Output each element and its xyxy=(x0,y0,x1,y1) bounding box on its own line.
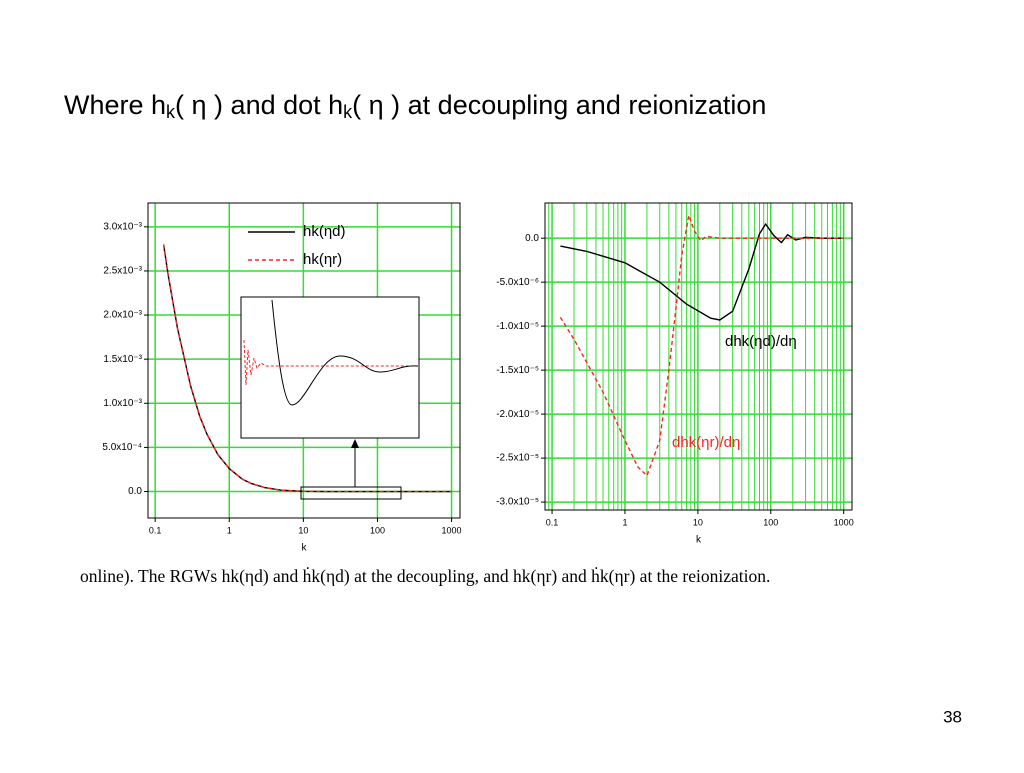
y-tick-label: 5.0x10⁻⁴ xyxy=(102,442,142,453)
x-tick-label: 1 xyxy=(622,517,627,527)
chart: 0.1 1 10 100 1000 0.0 -5.0x10⁻⁶ -1.0x10⁻⁵ -1.5x1… xyxy=(496,202,854,546)
y-tick-label: 2.0x10⁻³ xyxy=(103,310,142,321)
series-line xyxy=(559,212,844,477)
y-tick-label: 0.0 xyxy=(128,486,142,497)
series-line xyxy=(162,244,452,493)
x-tick-label: 100 xyxy=(370,525,385,535)
x-tick-label: 10 xyxy=(298,525,308,535)
x-axis-label: k xyxy=(696,535,702,546)
caption: online). The RGWs hk(ηd) and ḣk(ηd) at t… xyxy=(80,566,770,586)
inset xyxy=(240,296,420,500)
legend-label: hk(ηd) xyxy=(303,223,346,240)
y-tick-label: -1.0x10⁻⁵ xyxy=(496,321,539,332)
plot-frame xyxy=(544,202,853,511)
y-tick-label: 3.0x10⁻³ xyxy=(103,221,142,232)
title-part: k xyxy=(166,102,176,122)
y-tick-label: -5.0x10⁻⁶ xyxy=(496,277,539,288)
x-tick-label: 1 xyxy=(227,525,232,535)
x-tick-label: 100 xyxy=(763,517,778,527)
plot-frame xyxy=(147,202,461,519)
title-part: Where h xyxy=(64,90,166,120)
inset-frame xyxy=(240,296,420,439)
x-tick-label: 1000 xyxy=(834,517,854,527)
title-part: ( η ) and dot h xyxy=(175,90,343,120)
x-tick-label: 0.1 xyxy=(149,525,162,535)
series-label: dhk(ηd)/dη xyxy=(725,333,797,350)
inset-curve xyxy=(243,339,418,386)
title-part: k xyxy=(343,102,353,122)
x-tick-label: 0.1 xyxy=(546,517,559,527)
x-axis-label: k xyxy=(302,543,308,554)
y-tick-label: -2.5x10⁻⁵ xyxy=(496,453,539,464)
series-line xyxy=(560,222,844,321)
series-label: dhk(ηr)/dη xyxy=(672,434,740,451)
y-tick-label: 1.0x10⁻³ xyxy=(103,398,142,409)
slide-title: Where hk( η ) and dot hk( η ) at decoupl… xyxy=(64,90,766,122)
x-tick-label: 1000 xyxy=(442,525,462,535)
page-number: 38 xyxy=(943,707,962,726)
inset-curve xyxy=(271,299,419,406)
zoom-arrow-head xyxy=(351,439,359,448)
y-tick-label: -1.5x10⁻⁵ xyxy=(496,365,539,376)
y-tick-label: 0.0 xyxy=(525,233,539,244)
legend-label: hk(ηr) xyxy=(303,251,342,268)
charts: 0.1 1 10 100 1000 0.0 5.0x10⁻⁴ 1.0x10⁻³ 1.5x10⁻³… xyxy=(102,202,854,554)
x-tick-label: 10 xyxy=(693,517,703,527)
y-tick-label: 1.5x10⁻³ xyxy=(103,354,142,365)
title-part: ( η ) at decoupling and reionization xyxy=(352,90,766,120)
zoom-box xyxy=(300,486,402,500)
y-tick-label: 2.5x10⁻³ xyxy=(103,266,142,277)
y-tick-label: -3.0x10⁻⁵ xyxy=(496,497,539,508)
y-tick-label: -2.0x10⁻⁵ xyxy=(496,409,539,420)
